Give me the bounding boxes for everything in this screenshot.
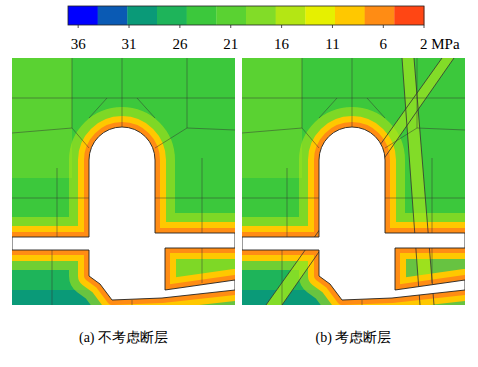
mesh-line [52,250,53,305]
mesh-line [352,58,353,127]
colorbar-label: 21 [223,36,238,52]
mesh-line [57,168,58,237]
colorbar-tick [281,25,282,28]
stress-halo [12,127,235,300]
mesh-line [319,98,337,118]
colorbar-tick [383,25,384,28]
field-zone [12,58,235,305]
colorbar-bin [216,6,246,25]
colorbar-bin [127,6,157,25]
colorbar-bin [276,6,306,25]
colorbar-tick [78,25,79,28]
mesh-line [12,128,89,148]
mesh-line [72,58,73,128]
mesh-line [12,98,235,99]
mesh-line [242,98,465,99]
mesh-line [302,58,303,128]
mesh-line [155,128,235,148]
colorbar-bin [246,6,276,25]
mesh-line [122,58,123,127]
colorbar-bin [157,6,187,25]
mesh-line [202,158,203,233]
colorbar-bin [305,6,335,25]
colorbar-tick [179,25,180,28]
mesh-line [362,300,363,305]
figure: 36 31 26 21 16 11 6 2 MPa (a) 不考虑断层 (b) 考虑断层 [0,0,478,367]
mesh-line [432,158,433,233]
colorbar-label: 16 [274,36,290,52]
excavation [12,127,235,300]
colorbar-bin [187,6,217,25]
colorbar-bin [68,6,98,25]
stress-field [12,58,235,305]
mesh-line [202,248,203,283]
colorbar-frame [68,6,424,25]
panel: (b) 考虑断层 [242,58,465,346]
stress-field [242,58,465,305]
colorbar: 36 31 26 21 16 11 6 2 MPa [68,6,460,52]
mesh-line [137,98,155,118]
mesh-line [155,198,235,199]
colorbar-label: 26 [172,36,188,52]
mesh-line [187,58,188,128]
colorbar-tick [424,25,425,28]
mesh-line [242,128,319,148]
field-zone [242,58,302,178]
colorbar-label: 31 [122,36,137,52]
colorbar-tick [129,25,130,28]
colorbar-bin [365,6,395,25]
panel-caption: (b) 考虑断层 [316,330,392,346]
fault-line [414,58,434,305]
mesh-line [367,98,385,118]
colorbar-label: 2 MPa [420,36,460,52]
mesh-line [282,250,283,305]
colorbar-bin [335,6,365,25]
stress-halo [12,127,235,300]
mesh-line [287,168,288,237]
colorbar-tick [332,25,333,28]
stress-halo [12,127,235,300]
colorbar-bin [98,6,128,25]
colorbar-bin [394,6,424,25]
colorbar-label: 36 [71,36,87,52]
mesh-line [132,300,133,305]
mesh-line [385,128,465,148]
colorbar-tick [230,25,231,28]
colorbar-label: 6 [380,36,388,52]
mesh-line [89,98,107,118]
field-zone [12,58,72,178]
panel: (a) 不考虑断层 [12,58,235,346]
mesh-line [12,198,89,199]
mesh-line [242,198,319,199]
excavation [242,127,465,300]
panel-caption: (a) 不考虑断层 [79,330,168,346]
field-zone [242,58,465,305]
colorbar-label: 11 [325,36,339,52]
